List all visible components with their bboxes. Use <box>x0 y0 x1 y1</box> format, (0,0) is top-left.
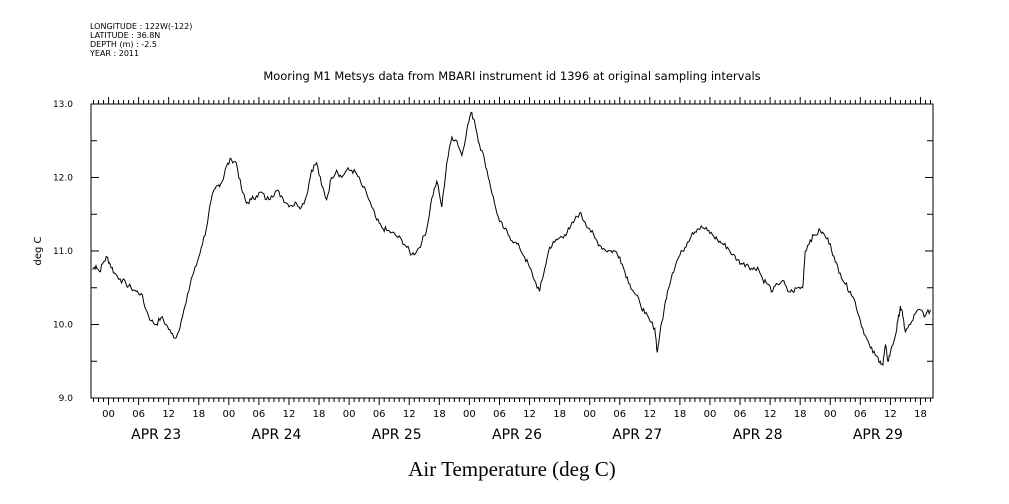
depth-label: DEPTH (m) : -2.5 <box>90 40 157 49</box>
x-hour-label: 00 <box>463 409 476 420</box>
y-tick-label: 13.0 <box>53 100 73 110</box>
x-hour-label: 06 <box>613 409 626 420</box>
x-hour-label: 12 <box>643 409 656 420</box>
x-day-label: APR 24 <box>251 427 301 443</box>
y-tick-label: 9.0 <box>59 394 74 404</box>
x-hour-label: 00 <box>583 409 596 420</box>
x-hour-label: 06 <box>493 409 506 420</box>
x-hour-label: 18 <box>674 409 687 420</box>
x-hour-label: 18 <box>914 409 927 420</box>
x-axis-title: Air Temperature (deg C) <box>408 457 615 481</box>
series-layer <box>92 111 931 367</box>
chart-title: Mooring M1 Metsys data from MBARI instru… <box>263 69 760 83</box>
x-hour-label: 06 <box>132 409 145 420</box>
x-hour-label: 18 <box>192 409 205 420</box>
x-hour-label: 00 <box>704 409 717 420</box>
x-day-label: APR 26 <box>492 427 542 443</box>
x-hour-label: 00 <box>343 409 356 420</box>
metadata-block: LONGITUDE : 122W(-122) LATITUDE : 36.8N … <box>90 22 192 58</box>
longitude-label: LONGITUDE : 122W(-122) <box>90 22 193 31</box>
x-day-label: APR 25 <box>372 427 422 443</box>
x-hour-label: 00 <box>102 409 115 420</box>
x-day-label: APR 29 <box>853 427 903 443</box>
year-label: YEAR : 2011 <box>90 49 140 58</box>
x-hour-label: 18 <box>794 409 807 420</box>
x-hour-label: 06 <box>373 409 386 420</box>
air-temperature-line <box>92 111 931 367</box>
x-hour-label: 12 <box>884 409 897 420</box>
x-hour-label: 12 <box>523 409 536 420</box>
latitude-label: LATITUDE : 36.8N <box>90 31 161 40</box>
x-day-label: APR 23 <box>131 427 181 443</box>
x-hour-label: 18 <box>433 409 446 420</box>
y-tick-label: 10.0 <box>53 321 73 331</box>
x-hour-label: 06 <box>734 409 747 420</box>
x-day-label: APR 27 <box>612 427 662 443</box>
x-hour-label: 18 <box>313 409 326 420</box>
y-tick-label: 11.0 <box>53 247 73 257</box>
y-axis-label: deg C <box>33 236 44 265</box>
x-hour-label: 00 <box>222 409 235 420</box>
x-hour-label: 12 <box>162 409 175 420</box>
x-day-label: APR 28 <box>733 427 783 443</box>
y-tick-label: 12.0 <box>53 174 73 184</box>
x-hour-label: 06 <box>253 409 266 420</box>
x-hour-label: 18 <box>553 409 566 420</box>
x-hour-label: 12 <box>403 409 416 420</box>
x-hour-label: 00 <box>824 409 837 420</box>
x-hour-label: 12 <box>764 409 777 420</box>
plot-axes: 9.0 10.0 11.0 12.0 13.0 00 06 12 18 00 06 12 18 00 06 1… <box>53 97 934 443</box>
x-hour-label: 06 <box>854 409 867 420</box>
x-hour-label: 12 <box>283 409 296 420</box>
